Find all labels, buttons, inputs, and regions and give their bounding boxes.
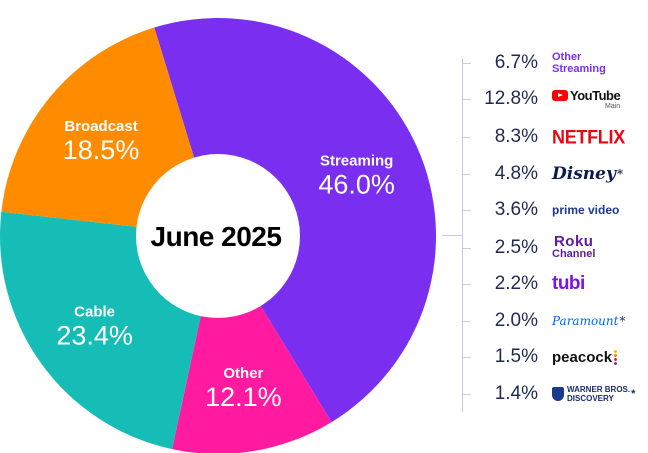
legend-value: 2.5% (494, 237, 538, 258)
slice-label-other: Other (223, 365, 263, 382)
legend-item-prime-video: 3.6% prime video (480, 195, 648, 225)
wb-shield-icon (552, 387, 564, 401)
legend-value: 2.0% (494, 310, 538, 331)
donut-hole (136, 154, 300, 318)
peacock-dot (614, 357, 618, 361)
legend-value: 1.5% (494, 346, 538, 367)
warner-bros-discovery-logo: WARNER BROS. DISCOVERY * (552, 385, 635, 403)
tubi-logo: tubi (552, 273, 585, 294)
legend-item-roku-channel: 2.5% Roku Channel (480, 233, 648, 263)
legend-value: 12.8% (484, 88, 538, 109)
bracket-tick (463, 321, 471, 322)
slice-value-cable: 23.4% (56, 321, 133, 351)
legend-item-paramount: 2.0% Paramount * (480, 306, 648, 336)
slice-value-broadcast: 18.5% (63, 135, 140, 165)
bracket-tick (463, 357, 471, 358)
netflix-logo: NETFLIX (552, 125, 625, 148)
legend-item-disney: 4.8% Disney * (480, 159, 648, 189)
disney-logo: Disney * (552, 164, 624, 184)
legend-item-tubi: 2.2% tubi (480, 269, 648, 299)
peacock-dot (614, 353, 618, 357)
peacock-logo: peacock (552, 349, 618, 366)
legend-value: 2.2% (494, 273, 538, 294)
legend-item-other-streaming: 6.7% Other Streaming (480, 48, 648, 78)
bracket-tick (463, 248, 471, 249)
legend-value: 6.7% (494, 52, 538, 73)
slice-value-streaming: 46.0% (318, 170, 395, 200)
chart-title: June 2025 (151, 221, 282, 252)
roku-channel-logo: Roku Channel (552, 233, 596, 260)
legend-item-netflix: 8.3% NETFLIX (480, 122, 648, 152)
bracket-tick (463, 63, 471, 64)
other-streaming-wordmark: Other Streaming (552, 51, 606, 75)
slice-label-cable: Cable (74, 304, 115, 321)
bracket-tick (463, 174, 471, 175)
slice-label-streaming: Streaming (320, 153, 393, 170)
prime-video-logo: prime video (552, 203, 620, 217)
youtube-logo: YouTube Main (552, 88, 621, 110)
peacock-dot (614, 349, 618, 353)
bracket-stem (442, 235, 462, 236)
legend-item-peacock: 1.5% peacock (480, 342, 648, 372)
legend-item-youtube: 12.8% YouTube Main (480, 84, 648, 114)
breakdown-bracket (462, 58, 473, 412)
bracket-tick (463, 394, 471, 395)
legend-value: 8.3% (494, 126, 538, 147)
peacock-dot (614, 361, 618, 365)
slice-value-other: 12.1% (205, 382, 282, 412)
legend-value: 4.8% (494, 163, 538, 184)
youtube-play-icon (552, 90, 568, 101)
bracket-tick (463, 210, 471, 211)
bracket-tick (463, 99, 471, 100)
legend-value: 1.4% (494, 383, 538, 404)
legend-item-warner-bros-discovery: 1.4% WARNER BROS. DISCOVERY * (480, 379, 648, 409)
peacock-dots-icon (614, 349, 618, 365)
legend-value: 3.6% (494, 199, 538, 220)
paramount-logo: Paramount * (552, 314, 626, 328)
slice-label-broadcast: Broadcast (64, 118, 137, 135)
bracket-tick (463, 137, 471, 138)
bracket-tick (463, 284, 471, 285)
